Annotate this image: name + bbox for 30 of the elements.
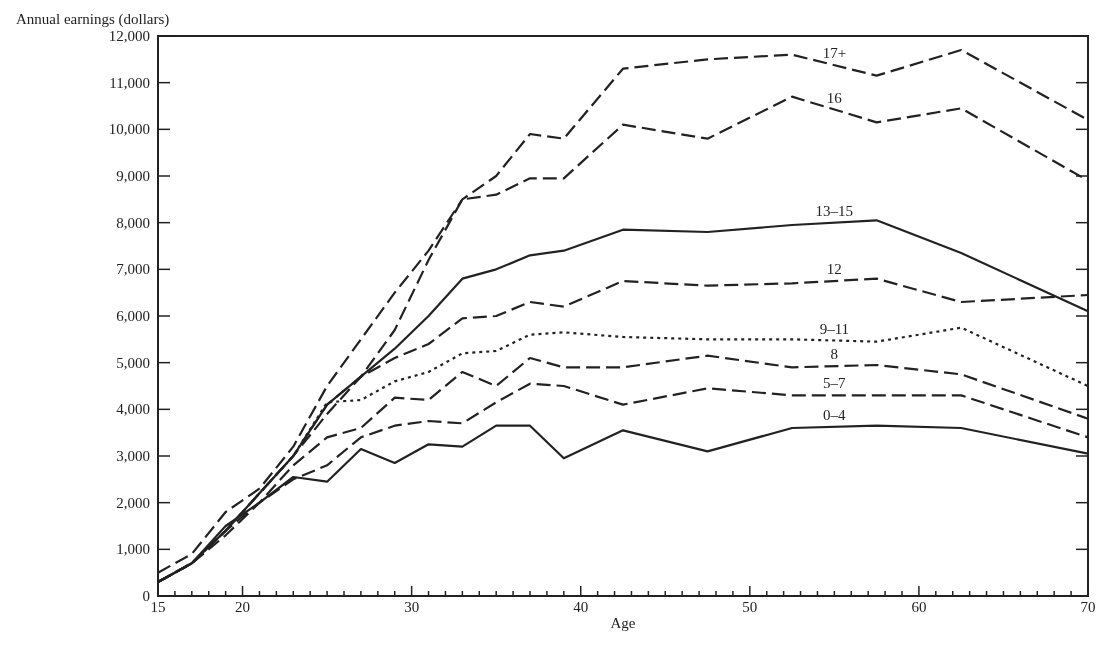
series-label: 13–15 (815, 202, 854, 219)
series-label: 17+ (822, 45, 847, 62)
y-tick-label: 6,000 (116, 308, 150, 324)
y-tick-label: 2,000 (116, 494, 150, 511)
series-label: 5–7 (823, 375, 847, 392)
series-label: 0–4 (823, 406, 847, 423)
series-label: 9–11 (819, 320, 850, 337)
x-tick-label: 60 (911, 599, 927, 615)
y-tick-label: 10,000 (108, 121, 150, 138)
y-tick-label: 3,000 (116, 448, 150, 464)
series-label: 8 (830, 346, 839, 363)
y-axis-title: Annual earnings (dollars) (16, 11, 170, 28)
y-tick-label: 12,000 (108, 28, 150, 44)
series-label: 12 (826, 261, 842, 277)
x-tick-label: 15 (150, 599, 166, 615)
series-label: 16 (826, 89, 843, 106)
y-tick-label: 5,000 (116, 354, 150, 371)
y-tick-label: 9,000 (116, 168, 150, 184)
y-tick-label: 4,000 (116, 401, 150, 418)
x-tick-label: 40 (573, 599, 589, 615)
y-tick-label: 7,000 (116, 261, 150, 278)
x-tick-label: 50 (742, 599, 758, 615)
x-axis-title: Age (610, 615, 636, 631)
x-tick-label: 70 (1080, 599, 1096, 615)
x-tick-label: 20 (235, 599, 251, 615)
y-tick-label: 8,000 (116, 214, 150, 231)
y-tick-label: 1,000 (116, 541, 150, 558)
x-tick-label: 30 (404, 599, 420, 615)
y-tick-label: 11,000 (109, 74, 150, 91)
y-tick-label: 0 (142, 588, 150, 604)
